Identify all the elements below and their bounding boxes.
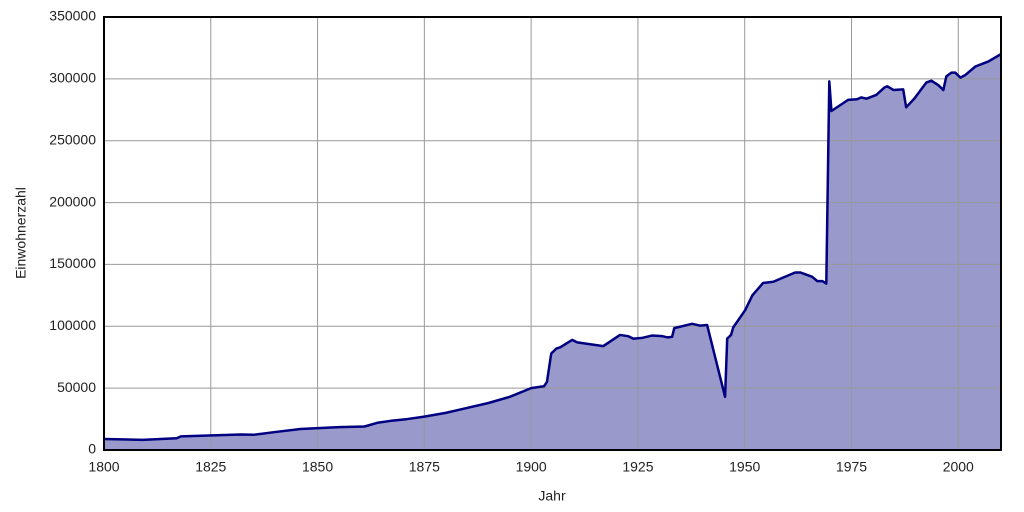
y-axis-title: Einwohnerzahl — [13, 187, 29, 279]
area-line — [103, 53, 1002, 442]
x-tick-label: 1950 — [729, 459, 760, 475]
x-tick-label: 1850 — [302, 459, 333, 475]
x-tick-label: 1975 — [836, 459, 867, 475]
area-fill — [104, 54, 1001, 451]
y-tick-label: 0 — [88, 441, 96, 457]
y-tick-label: 150000 — [49, 255, 96, 271]
x-tick-label: 1925 — [622, 459, 653, 475]
x-tick-label: 1900 — [516, 459, 547, 475]
x-tick-label: 2000 — [943, 459, 974, 475]
y-tick-label: 350000 — [49, 8, 96, 24]
y-tick-label: 100000 — [49, 317, 96, 333]
y-tick-label: 200000 — [49, 193, 96, 209]
plot-frame — [103, 16, 1002, 451]
x-tick-label: 1875 — [409, 459, 440, 475]
y-tick-label: 300000 — [49, 70, 96, 86]
x-tick-label: 1825 — [195, 459, 226, 475]
x-tick-label: 1800 — [88, 459, 119, 475]
x-axis-title: Jahr — [538, 488, 566, 504]
y-tick-label: 250000 — [49, 131, 96, 147]
y-tick-label: 50000 — [57, 379, 96, 395]
